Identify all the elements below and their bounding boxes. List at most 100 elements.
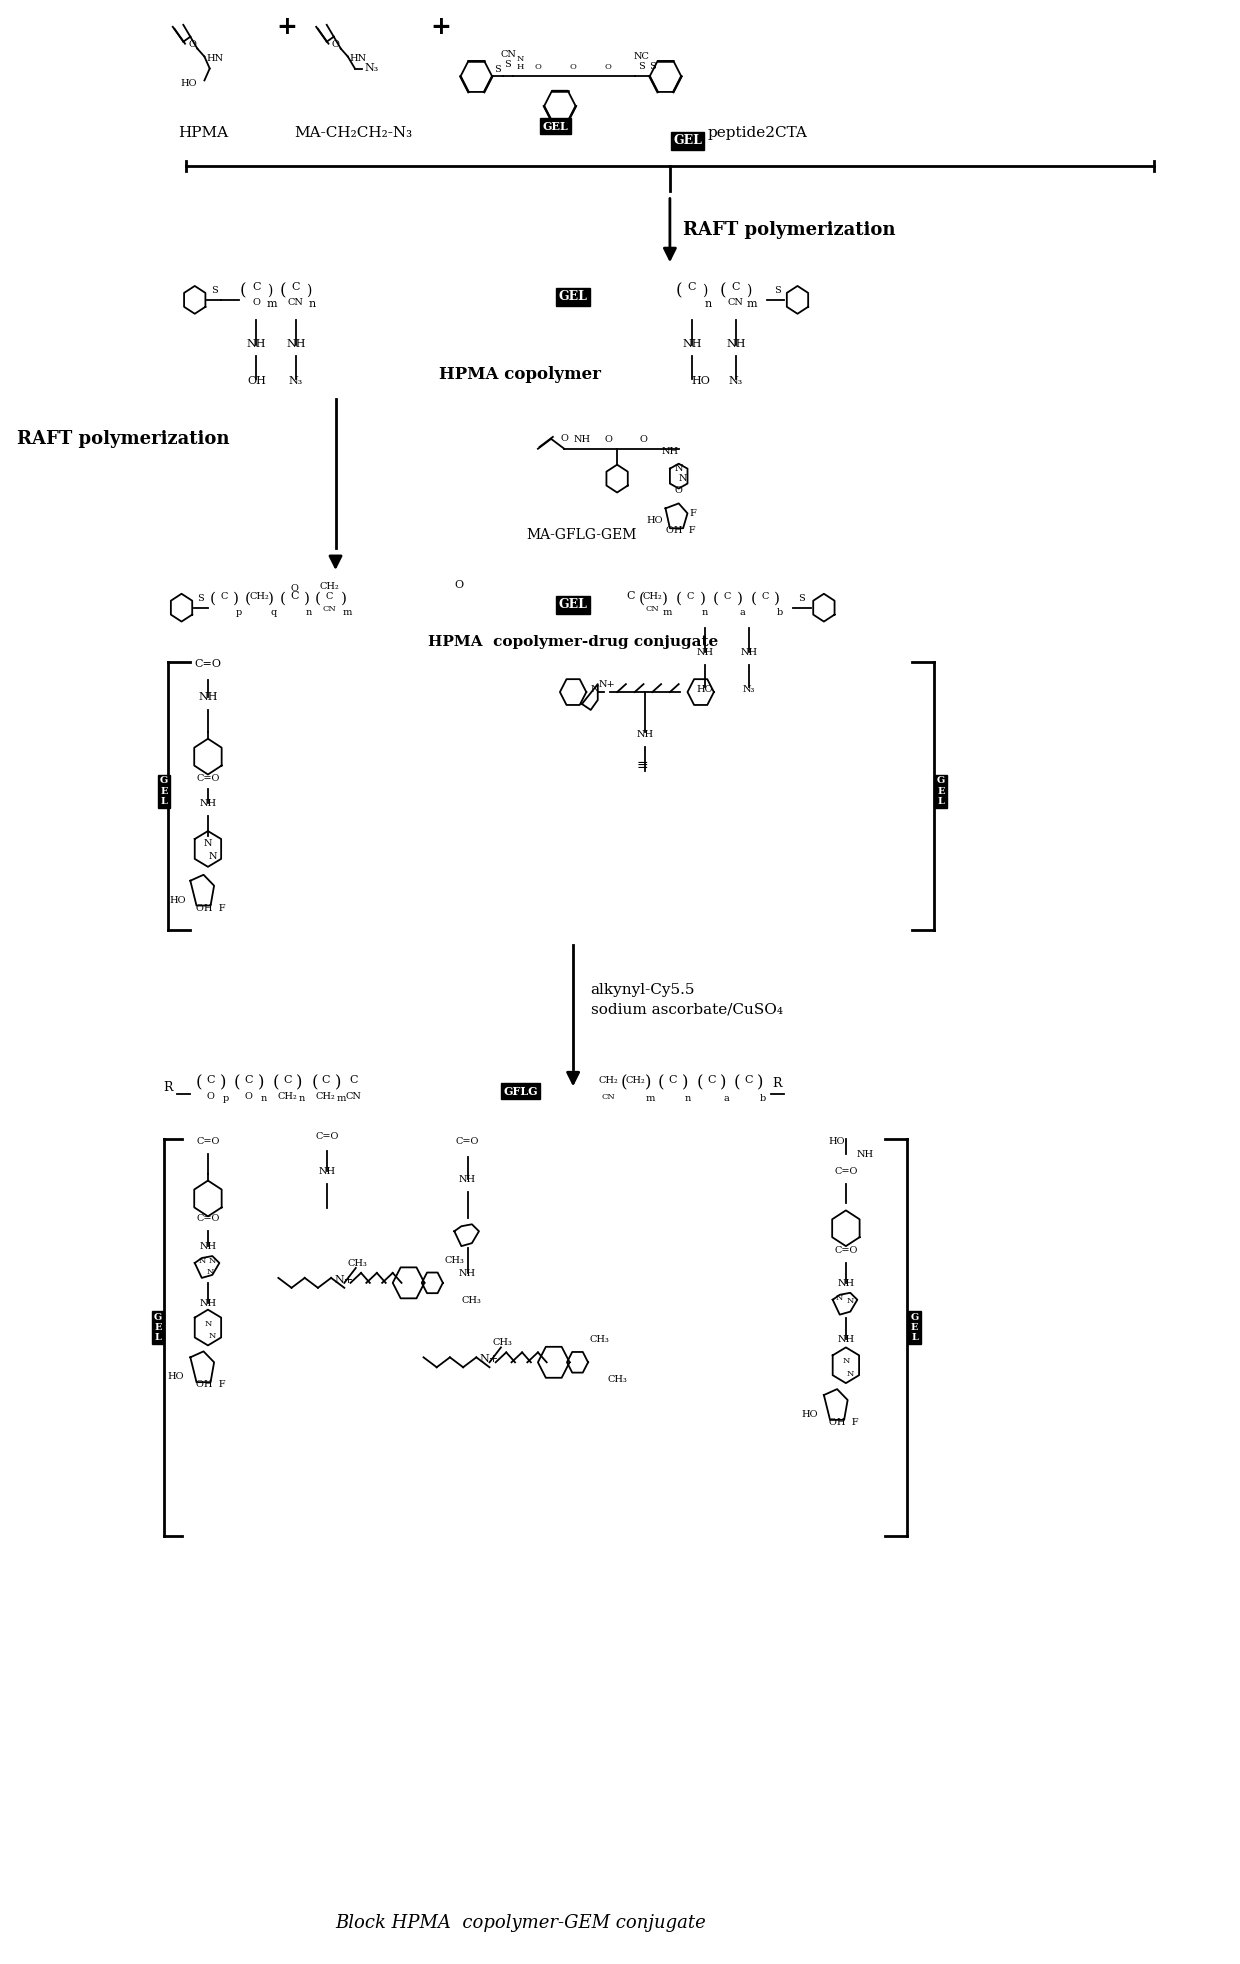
Text: O: O: [534, 63, 542, 71]
Text: (: (: [210, 591, 216, 605]
Text: CN: CN: [601, 1094, 615, 1102]
Text: C: C: [291, 283, 300, 293]
Text: m: m: [267, 299, 278, 308]
Text: (: (: [621, 1074, 627, 1092]
Text: C: C: [687, 591, 694, 601]
Text: O: O: [331, 39, 340, 49]
Text: HO: HO: [692, 377, 711, 387]
Text: C: C: [252, 283, 260, 293]
Text: NH: NH: [837, 1279, 854, 1288]
Text: ): ): [233, 591, 239, 605]
Text: CH₃: CH₃: [444, 1257, 464, 1265]
Text: (: (: [750, 591, 756, 605]
Text: HO: HO: [181, 79, 197, 88]
Text: (: (: [697, 1074, 703, 1092]
Text: +: +: [277, 16, 298, 39]
Text: alkynyl-Cy5.5: alkynyl-Cy5.5: [590, 982, 696, 998]
Text: NH: NH: [319, 1167, 335, 1176]
Text: MA-GFLG-GEM: MA-GFLG-GEM: [527, 528, 637, 542]
Text: m: m: [336, 1094, 346, 1104]
Text: HO: HO: [167, 1373, 185, 1381]
Text: n: n: [299, 1094, 305, 1104]
Text: HO: HO: [828, 1137, 846, 1145]
Text: CN: CN: [345, 1092, 361, 1102]
Text: CH₃: CH₃: [347, 1259, 367, 1269]
Text: (: (: [676, 591, 682, 605]
Text: ): ): [737, 591, 743, 605]
Text: (: (: [279, 283, 286, 299]
Text: O: O: [560, 434, 568, 442]
Text: OH: OH: [247, 377, 265, 387]
Text: (: (: [273, 1074, 279, 1092]
Text: N+: N+: [480, 1355, 498, 1365]
Text: CH₃: CH₃: [463, 1296, 482, 1304]
Text: (: (: [280, 591, 285, 605]
Text: m: m: [342, 607, 352, 617]
Text: C: C: [219, 591, 227, 601]
Text: HO: HO: [170, 896, 186, 905]
Text: NH: NH: [573, 434, 590, 444]
Text: O: O: [604, 434, 613, 444]
Text: CN: CN: [322, 605, 336, 613]
Text: ): ): [699, 591, 706, 605]
Text: (: (: [244, 591, 250, 605]
Text: NH: NH: [682, 338, 702, 348]
Text: n: n: [704, 299, 712, 308]
Text: ): ): [335, 1074, 341, 1092]
Text: C: C: [688, 283, 696, 293]
Text: (: (: [311, 1074, 317, 1092]
Text: C: C: [761, 591, 769, 601]
Text: NC: NC: [634, 51, 650, 61]
Text: NH: NH: [200, 1241, 217, 1251]
Text: +: +: [430, 16, 451, 39]
Text: S: S: [494, 65, 501, 75]
Text: GFLG: GFLG: [503, 1086, 538, 1096]
Text: NH: NH: [740, 648, 758, 658]
Text: NH: NH: [857, 1149, 873, 1159]
Text: N: N: [842, 1357, 849, 1365]
Text: GEL: GEL: [559, 599, 588, 611]
Text: n: n: [702, 607, 708, 617]
Text: C: C: [321, 1074, 330, 1086]
Text: N+: N+: [335, 1275, 353, 1284]
Text: N: N: [675, 464, 683, 473]
Text: OH  F: OH F: [830, 1418, 859, 1428]
Text: CH₂: CH₂: [316, 1092, 336, 1102]
Text: O: O: [675, 487, 683, 495]
Text: Block HPMA  copolymer-GEM conjugate: Block HPMA copolymer-GEM conjugate: [335, 1915, 706, 1933]
Text: ): ): [758, 1074, 764, 1092]
Text: C: C: [723, 591, 730, 601]
Text: ): ): [306, 285, 311, 299]
Text: MA-CH₂CH₂-N₃: MA-CH₂CH₂-N₃: [294, 126, 412, 139]
Text: O: O: [605, 63, 611, 71]
Text: C=O: C=O: [196, 1214, 219, 1224]
Text: HN: HN: [206, 53, 223, 63]
Text: H: H: [517, 63, 525, 71]
Text: b: b: [760, 1094, 766, 1104]
Text: (: (: [239, 283, 247, 299]
Text: C=O: C=O: [835, 1245, 858, 1255]
Text: RAFT polymerization: RAFT polymerization: [683, 222, 895, 240]
Text: HO: HO: [646, 517, 663, 524]
Text: O: O: [290, 583, 298, 593]
Text: (: (: [734, 1074, 740, 1092]
Text: O: O: [207, 1092, 215, 1102]
Text: (: (: [658, 1074, 665, 1092]
Text: F: F: [689, 509, 696, 518]
Text: O: O: [640, 434, 647, 444]
Text: NH: NH: [286, 338, 306, 348]
Text: HO: HO: [801, 1410, 817, 1418]
Text: (: (: [719, 283, 725, 299]
Text: CH₃: CH₃: [589, 1336, 609, 1345]
Text: CH₃: CH₃: [608, 1375, 627, 1385]
Text: ): ): [304, 591, 310, 605]
Text: NH: NH: [459, 1174, 476, 1184]
Text: m: m: [662, 607, 672, 617]
Text: N: N: [678, 473, 687, 483]
Text: N: N: [517, 55, 525, 63]
Text: N: N: [208, 1332, 216, 1341]
Text: p: p: [222, 1094, 228, 1104]
Text: CH₂: CH₂: [599, 1076, 619, 1086]
Text: n: n: [306, 607, 312, 617]
Text: ): ): [774, 591, 780, 605]
